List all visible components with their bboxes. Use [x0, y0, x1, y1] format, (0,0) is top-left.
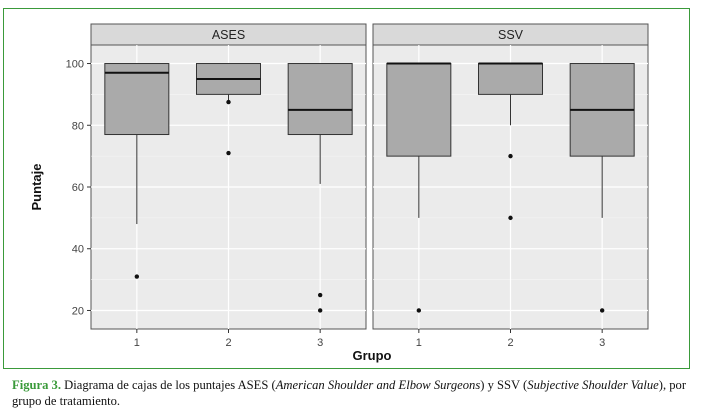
box [287, 63, 353, 136]
caption-italic-2: Subjective Shoulder Value [527, 378, 659, 392]
x-tick-label: 1 [416, 337, 422, 349]
y-axis-label: Puntaje [29, 164, 44, 211]
y-tick-label: 40 [72, 244, 84, 256]
panel-ases: ASES 1 2 3 [90, 23, 367, 349]
x-tick-label: 3 [599, 337, 605, 349]
x-axis-label: Grupo [353, 348, 392, 363]
outlier-point [508, 153, 513, 159]
facet-strip-label: ASES [212, 28, 245, 42]
boxplot-chart: ASES 1 2 3 SSV 1 2 3 20 40 60 80 100 Puntaje Grupo [29, 23, 649, 363]
x-tick-label: 3 [317, 337, 323, 349]
box [104, 63, 170, 136]
caption-text-2: ) y SSV ( [480, 378, 528, 392]
outlier-point [508, 215, 513, 221]
outlier-point [226, 150, 231, 156]
caption-italic-1: American Shoulder and Elbow Surgeons [275, 378, 481, 392]
y-tick-label: 100 [66, 59, 84, 71]
box-group-2 [196, 63, 261, 156]
figure-caption: Figura 3. Diagrama de cajas de los punta… [12, 377, 692, 409]
box-group-3 [569, 63, 635, 313]
box [478, 63, 543, 95]
figure-frame [3, 8, 690, 369]
box-group-2 [478, 62, 543, 221]
outlier-point [134, 274, 140, 279]
box-group-3 [287, 63, 353, 313]
y-tick-label: 80 [72, 120, 84, 132]
panel-ssv: SSV 1 2 3 [372, 23, 649, 349]
y-tick-label: 20 [72, 305, 84, 317]
outlier-point [416, 308, 422, 313]
y-tick-label: 60 [72, 182, 84, 194]
x-tick-label: 2 [225, 337, 231, 349]
x-tick-label: 2 [507, 337, 513, 349]
outlier-point [317, 292, 323, 298]
caption-text-3: ), por grupo de tratamiento. [12, 378, 687, 408]
box-group-1 [104, 63, 170, 279]
outlier-point [226, 99, 231, 105]
box [386, 63, 452, 157]
caption-text-1: Diagrama de cajas de los puntajes ASES ( [60, 378, 276, 392]
outlier-point [599, 308, 605, 313]
facet-strip-label: SSV [498, 28, 524, 42]
outlier-point [317, 308, 323, 313]
x-tick-label: 1 [134, 337, 140, 349]
figure-label: Figura 3. [12, 378, 61, 392]
box-group-1 [386, 62, 452, 313]
